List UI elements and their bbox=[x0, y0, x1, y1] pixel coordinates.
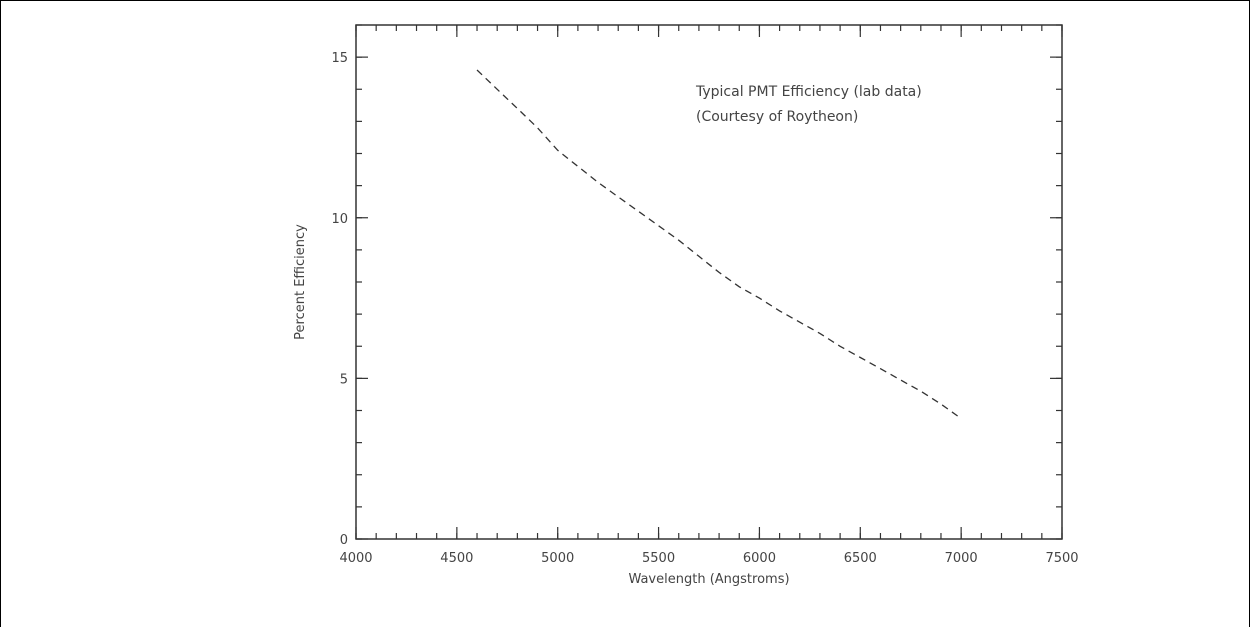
x-tick-labels: 4000 4500 5000 5500 6000 6500 7000 7500 bbox=[339, 551, 1078, 566]
x-tick-label: 6500 bbox=[844, 551, 877, 566]
y-tick-label: 5 bbox=[340, 372, 348, 387]
annotation-source: (Courtesy of Roytheon) bbox=[696, 109, 858, 125]
y-tick-label: 15 bbox=[331, 51, 348, 66]
annotation-title: Typical PMT Efficiency (lab data) bbox=[695, 84, 922, 100]
x-tick-label: 5000 bbox=[541, 551, 574, 566]
minor-ticks bbox=[355, 24, 1063, 540]
y-tick-label: 0 bbox=[340, 533, 348, 548]
plot-area bbox=[355, 24, 1063, 540]
y-axis-label: Percent Efficiency bbox=[293, 224, 308, 340]
y-tick-labels: 0 5 10 15 bbox=[331, 51, 348, 548]
x-tick-label: 7500 bbox=[1045, 551, 1078, 566]
efficiency-series-line bbox=[476, 69, 962, 420]
major-ticks bbox=[355, 25, 1063, 540]
x-tick-label: 4000 bbox=[339, 551, 372, 566]
x-tick-label: 7000 bbox=[945, 551, 978, 566]
x-tick-label: 6000 bbox=[743, 551, 776, 566]
x-axis-label: Wavelength (Angstroms) bbox=[628, 572, 789, 587]
x-tick-label: 5500 bbox=[642, 551, 675, 566]
y-tick-label: 10 bbox=[331, 212, 348, 227]
x-tick-label: 4500 bbox=[440, 551, 473, 566]
